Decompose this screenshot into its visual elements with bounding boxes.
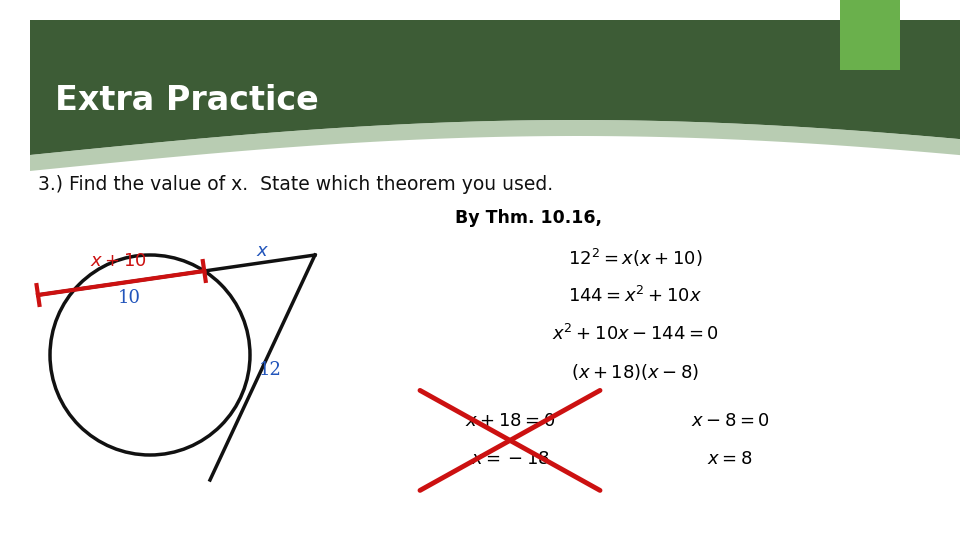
Text: $x^2 + 10x - 144 = 0$: $x^2 + 10x - 144 = 0$ [552, 324, 718, 344]
Text: $x + 18 = 0$: $x + 18 = 0$ [465, 413, 555, 430]
Text: $(x + 18)(x - 8)$: $(x + 18)(x - 8)$ [571, 362, 699, 382]
Text: $x + 10$: $x + 10$ [89, 252, 146, 270]
Bar [840, 0, 900, 70]
Text: By Thm. 10.16,: By Thm. 10.16, [455, 209, 602, 227]
Text: 3.) Find the value of x.  State which theorem you used.: 3.) Find the value of x. State which the… [38, 176, 553, 194]
Text: Extra Practice: Extra Practice [55, 84, 319, 117]
Polygon shape [30, 120, 960, 171]
Text: $x - 8 = 0$: $x - 8 = 0$ [690, 413, 769, 430]
Text: $x = 8$: $x = 8$ [708, 450, 753, 468]
Text: $x = -18$: $x = -18$ [470, 450, 549, 468]
Text: $x$: $x$ [256, 242, 270, 260]
Polygon shape [30, 20, 960, 155]
Text: 10: 10 [118, 289, 141, 307]
Text: $144 = x^2 + 10x$: $144 = x^2 + 10x$ [568, 286, 702, 306]
Text: 12: 12 [258, 361, 281, 379]
Text: $12^2 = x(x + 10)$: $12^2 = x(x + 10)$ [567, 247, 702, 269]
